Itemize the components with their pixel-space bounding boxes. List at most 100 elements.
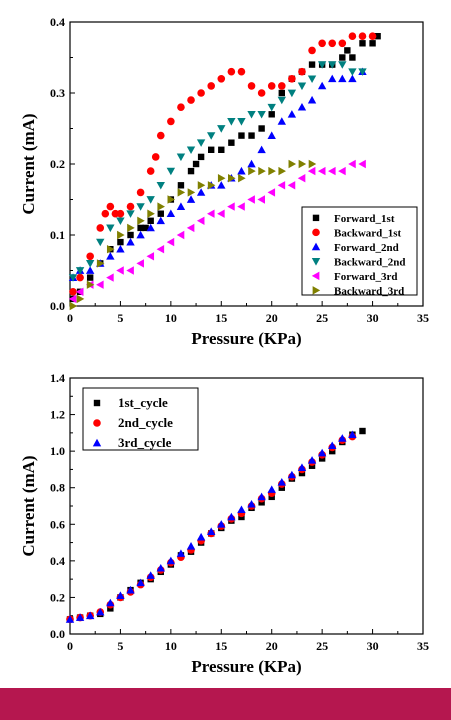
chart1-point (267, 131, 276, 139)
chart1-point (96, 259, 105, 268)
chart1-point (146, 196, 155, 204)
chart1-point (247, 110, 256, 119)
chart1-point (267, 82, 276, 90)
chart1-point (257, 110, 266, 119)
chart2-point (176, 549, 186, 557)
chart1-point (318, 39, 326, 48)
chart1-point (157, 202, 165, 211)
chart1-series-6 (69, 159, 317, 311)
chart1-point (217, 174, 226, 183)
chart1-legend-marker (312, 228, 320, 237)
chart2-point (85, 611, 95, 620)
chart2-point (227, 512, 236, 521)
chart1-point (177, 103, 185, 111)
chart1-point (96, 238, 105, 247)
chart2-y-tick-label: 0.6 (50, 517, 65, 531)
chart1-point (167, 117, 175, 126)
chart2-x-tick-label: 15 (215, 639, 227, 653)
chart2-point (297, 463, 307, 471)
chart2-point (156, 563, 165, 572)
chart1-point (267, 188, 276, 197)
chart1-point (196, 216, 205, 225)
chart1-x-axis-title: Pressure (KPa) (191, 329, 301, 348)
chart1-point (297, 174, 306, 183)
chart1-point (358, 32, 367, 40)
chart2-point (96, 607, 105, 616)
chart2-x-tick-label: 10 (165, 639, 177, 653)
chart2-y-axis-title: Current (mA) (19, 455, 38, 556)
chart2-legend-marker (93, 419, 101, 427)
chart2-point (287, 470, 297, 479)
chart1-point (217, 181, 226, 189)
chart1-point (146, 223, 155, 232)
chart1-point (338, 61, 347, 69)
chart1-point (307, 166, 316, 176)
chart1-point (117, 238, 124, 246)
chart1-point (298, 159, 307, 169)
chart1-point (197, 89, 205, 97)
chart1-legend-marker (311, 271, 320, 281)
chart2-point (166, 556, 176, 565)
chart1-point (227, 118, 236, 126)
chart1-series-4 (68, 61, 367, 282)
chart1-point (348, 32, 357, 40)
chart1-point (156, 181, 165, 190)
chart1-point (186, 223, 195, 233)
chart1-point (344, 47, 351, 54)
chart1: 0 5 10 15 20 25 30 35 0.0 0.1 0.2 0.3 0.4 Pressure (K… (19, 15, 429, 348)
chart1-point (237, 202, 245, 211)
chart2-point (237, 505, 246, 514)
chart1-point (217, 125, 226, 133)
chart1-point (101, 209, 110, 218)
chart1-point (176, 202, 186, 210)
chart1-point (151, 153, 160, 161)
chart1-point (297, 103, 307, 111)
chart1-point (238, 174, 246, 183)
chart1-point (207, 209, 215, 218)
chart1-point (338, 74, 347, 83)
chart1-point (196, 188, 206, 196)
chart1-point (257, 145, 266, 154)
chart2-x-axis-title: Pressure (KPa) (191, 657, 301, 676)
chart2-point (348, 430, 357, 439)
chart1-point (208, 146, 215, 153)
chart1-point (187, 96, 195, 104)
chart1-x-tick-label: 0 (67, 311, 73, 325)
chart1-point (86, 274, 94, 281)
chart1-point (146, 167, 155, 175)
chart1-legend-marker (312, 286, 321, 295)
chart1-x-tick-label: 25 (316, 311, 328, 325)
chart2-point (257, 492, 266, 501)
chart2: 0 5 10 15 20 25 30 35 0.0 0.2 0.4 0.6 0.8 1.0 1.2 1.4 Pr… (19, 371, 429, 676)
chart1-legend-label: Forward_3rd (334, 271, 398, 283)
chart1-point (308, 61, 316, 68)
chart1-y-tick-label: 0.0 (50, 299, 65, 313)
chart1-point (126, 210, 135, 218)
chart1-point (258, 166, 266, 176)
chart1-point (142, 224, 149, 232)
chart1-point (147, 209, 155, 218)
chart1-point (237, 166, 246, 175)
chart1-point (298, 67, 306, 76)
chart1-point (328, 74, 337, 83)
chart1-point (69, 288, 77, 296)
chart1-y-tick-label: 0.2 (50, 157, 65, 171)
chart1-y-tick-label: 0.4 (50, 15, 65, 29)
chart1-point (248, 132, 255, 139)
chart1-point (68, 274, 78, 282)
chart1-point (267, 103, 276, 112)
chart1-point (166, 167, 176, 176)
chart1-point (374, 33, 381, 40)
chart1-point (137, 224, 144, 232)
chart1-point (117, 230, 125, 240)
chart1-point (166, 237, 175, 247)
chart2-point (359, 427, 366, 435)
chart2-point (247, 499, 256, 508)
chart1-point (75, 287, 84, 296)
chart2-x-tick-label: 35 (417, 639, 429, 653)
chart1-point (207, 181, 216, 190)
chart1-point (147, 217, 154, 224)
chart2-point (267, 485, 276, 493)
chart1-point (146, 252, 155, 261)
